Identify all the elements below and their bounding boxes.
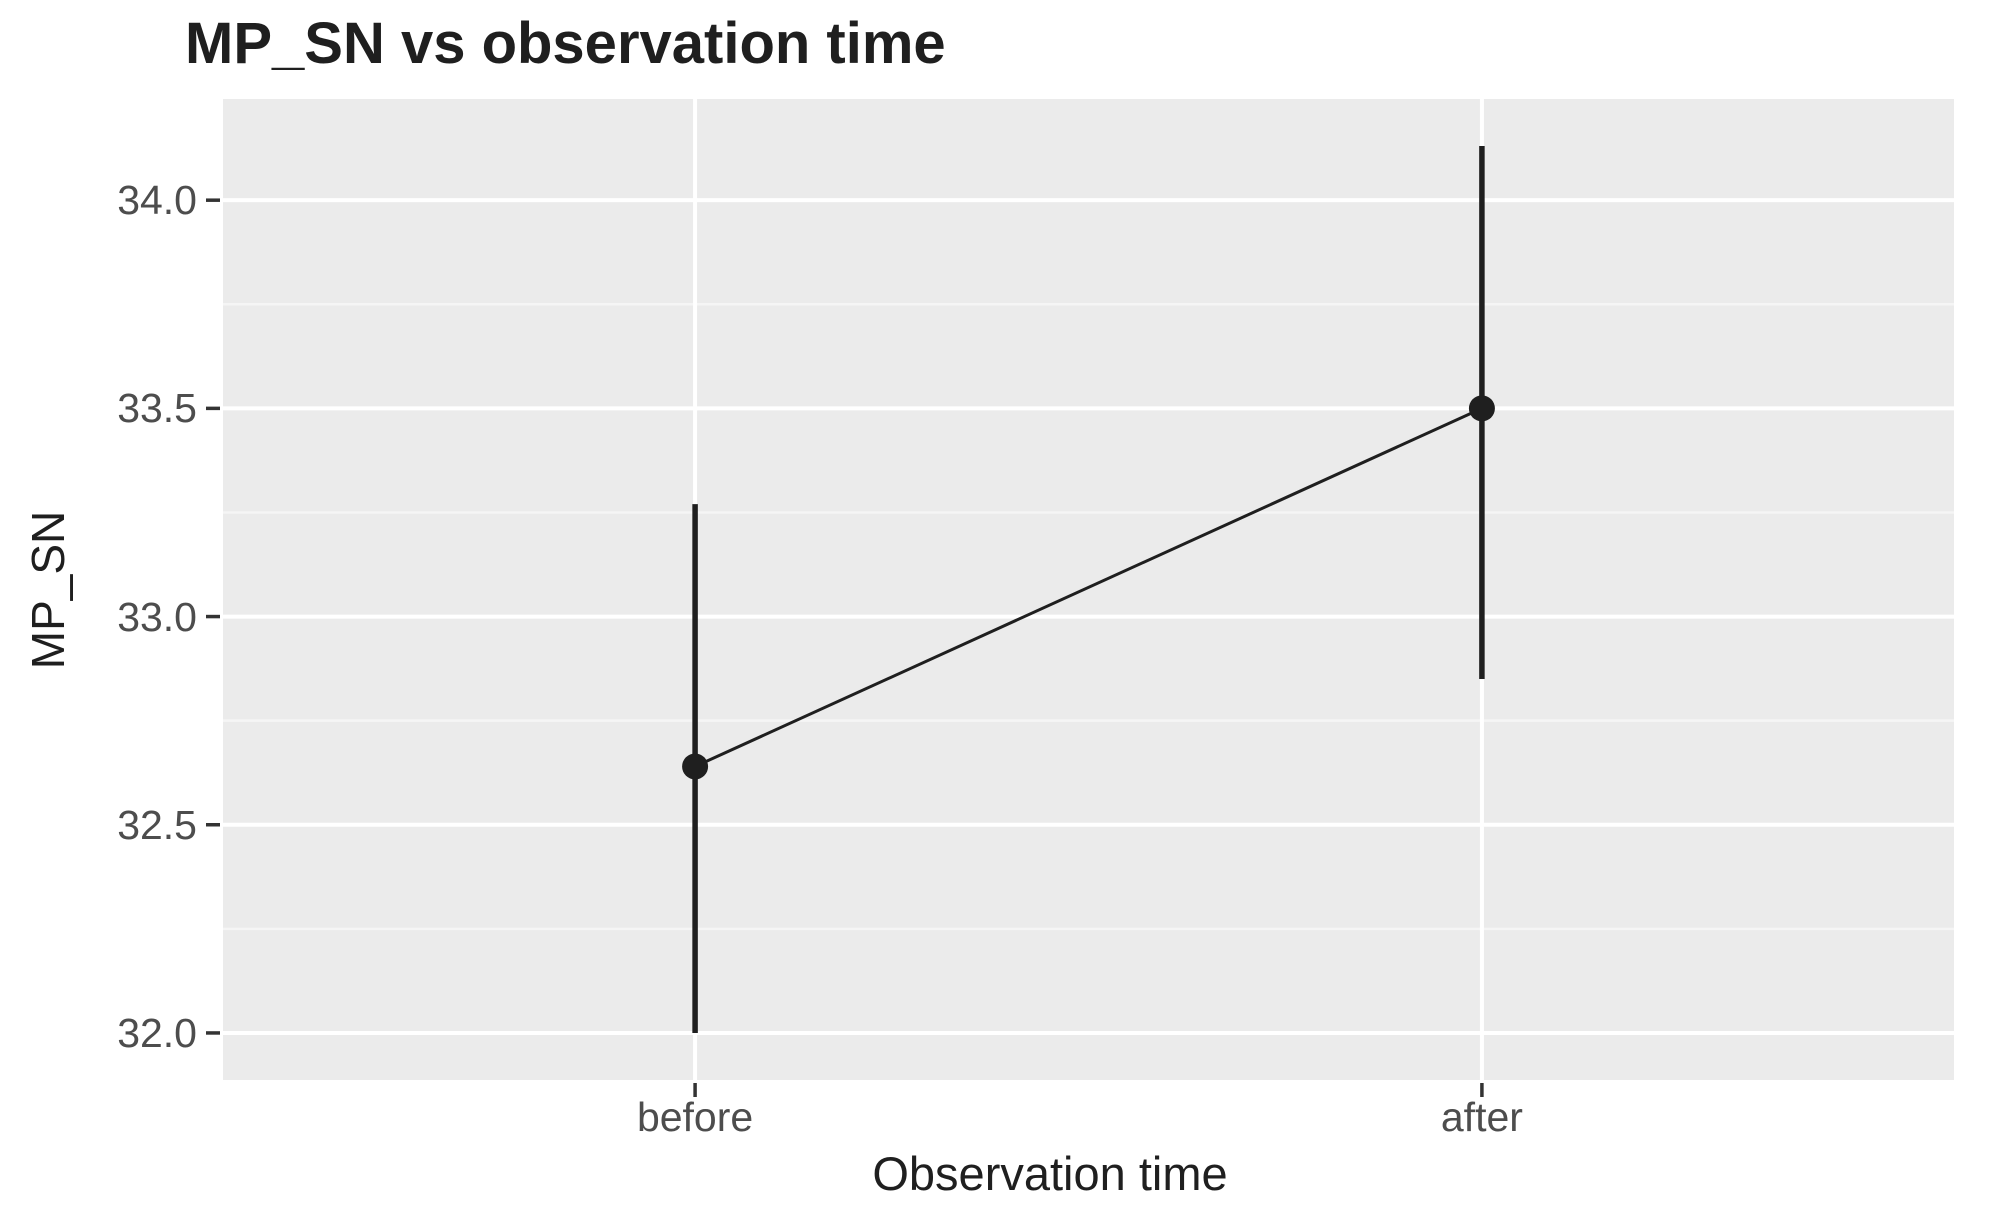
x-axis-title: Observation time: [872, 1147, 1228, 1200]
series-line: [694, 407, 1483, 768]
plot-title: MP_SN vs observation time: [185, 11, 946, 76]
data-point: [682, 753, 709, 780]
x-tick-label: before: [636, 1094, 754, 1140]
y-tick-label: 33.5: [117, 385, 197, 432]
y-tick-label: 32.0: [117, 1009, 197, 1056]
plot-panel: [223, 99, 1954, 1080]
y-tick-label: 33.0: [117, 593, 197, 640]
y-tick-label: 34.0: [117, 177, 197, 224]
y-tick-label: 32.5: [117, 801, 197, 848]
panel-layer: [206, 99, 1954, 1097]
data-point: [1468, 395, 1495, 422]
x-tick-label: after: [1440, 1094, 1523, 1140]
